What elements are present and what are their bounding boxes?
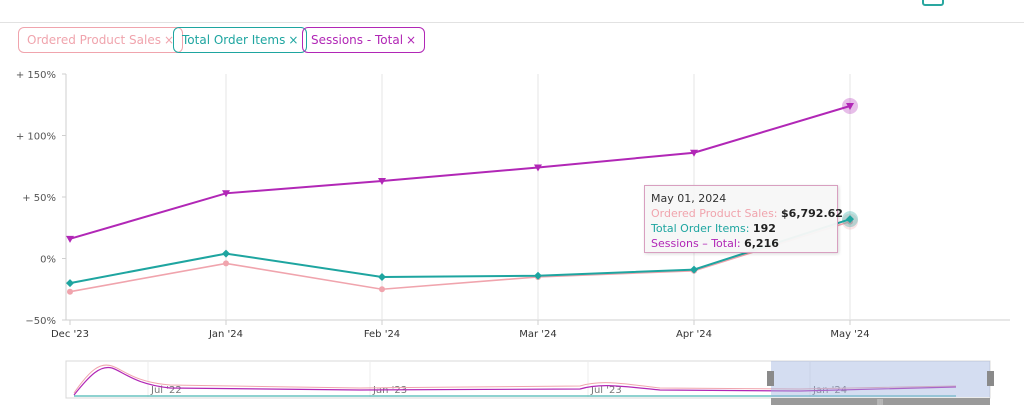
close-icon[interactable]: ×: [288, 33, 299, 47]
navigator-scrollbar[interactable]: [771, 398, 990, 405]
series-filter-bar: Ordered Product Sales × Total Order Items…: [0, 22, 1024, 62]
data-point: [67, 288, 73, 295]
filter-chip-ordered-product-sales[interactable]: Ordered Product Sales ×: [18, 27, 184, 53]
data-point: [379, 286, 385, 293]
tooltip-label: Ordered Product Sales:: [651, 207, 778, 220]
tooltip-label: Total Order Items:: [651, 222, 750, 235]
tooltip-value: 192: [752, 222, 776, 235]
tooltip-value: $6,792.62: [781, 207, 843, 220]
data-point: [378, 178, 386, 186]
x-tick-label: Apr '24: [676, 329, 712, 340]
data-point: [690, 265, 698, 274]
navigator-label: Jan '23: [372, 385, 407, 396]
data-tooltip: May 01, 2024 Ordered Product Sales: $6,7…: [644, 185, 843, 253]
tooltip-value: 6,216: [744, 237, 779, 250]
navigator-handle-left[interactable]: [767, 371, 774, 386]
tooltip-label: Sessions – Total:: [651, 237, 741, 250]
x-tick-label: Mar '24: [519, 329, 557, 340]
data-point: [534, 164, 542, 172]
filter-chip-label: Sessions - Total: [311, 33, 404, 47]
data-point: [534, 271, 542, 280]
y-tick-label: + 100%: [16, 132, 56, 143]
tooltip-row-ordered-product-sales: Ordered Product Sales: $6,792.62: [651, 206, 843, 221]
close-icon[interactable]: ×: [163, 33, 175, 47]
data-point: [66, 235, 74, 243]
navigator-frame: [65, 360, 991, 399]
tooltip-date: May 01, 2024: [651, 192, 727, 205]
x-tick-label: Feb '24: [364, 329, 400, 340]
series-line: [69, 218, 851, 285]
data-point: [222, 190, 230, 198]
x-tick-label: May '24: [830, 329, 869, 340]
filter-chip-label: Ordered Product Sales: [27, 33, 161, 47]
navigator-series-line: [73, 364, 957, 394]
data-point: [222, 249, 230, 258]
data-point: [66, 279, 74, 288]
series-line: [69, 105, 851, 240]
y-tick-label: + 150%: [16, 70, 56, 81]
top-bar: [0, 0, 1024, 23]
navigator-label: Jul '23: [590, 385, 622, 396]
data-point: [223, 260, 229, 267]
data-point: [690, 149, 698, 157]
tooltip-row-total-order-items: Total Order Items: 192: [651, 221, 831, 236]
data-point: [846, 102, 854, 110]
chart-area: + 150% + 100% + 50% 0% −50% Dec '23 Jan '24 Fe…: [0, 64, 1024, 410]
data-point: [378, 272, 386, 281]
close-icon[interactable]: ×: [406, 33, 417, 47]
y-tick-label: −50%: [25, 316, 56, 327]
navigator-label: Jul '22: [150, 385, 182, 396]
series-line: [69, 220, 851, 293]
navigator-grip: |||: [877, 399, 883, 406]
navigator-handle-right[interactable]: [987, 371, 994, 386]
filter-chip-sessions-total[interactable]: Sessions - Total ×: [302, 27, 426, 53]
toggle-icon[interactable]: [922, 0, 944, 6]
tooltip-row-sessions-total: Sessions – Total: 6,216: [651, 236, 831, 251]
data-point: [846, 215, 854, 224]
y-tick-label: 0%: [40, 255, 56, 266]
x-tick-label: Jan '24: [208, 329, 243, 340]
navigator-series-line: [73, 366, 957, 396]
x-tick-label: Dec '23: [51, 329, 89, 340]
navigator-selection[interactable]: [771, 361, 990, 397]
y-tick-label: + 50%: [22, 193, 56, 204]
filter-chip-total-order-items[interactable]: Total Order Items ×: [173, 27, 308, 53]
filter-chip-label: Total Order Items: [182, 33, 286, 47]
line-chart: + 150% + 100% + 50% 0% −50% Dec '23 Jan '24 Fe…: [16, 70, 1010, 406]
